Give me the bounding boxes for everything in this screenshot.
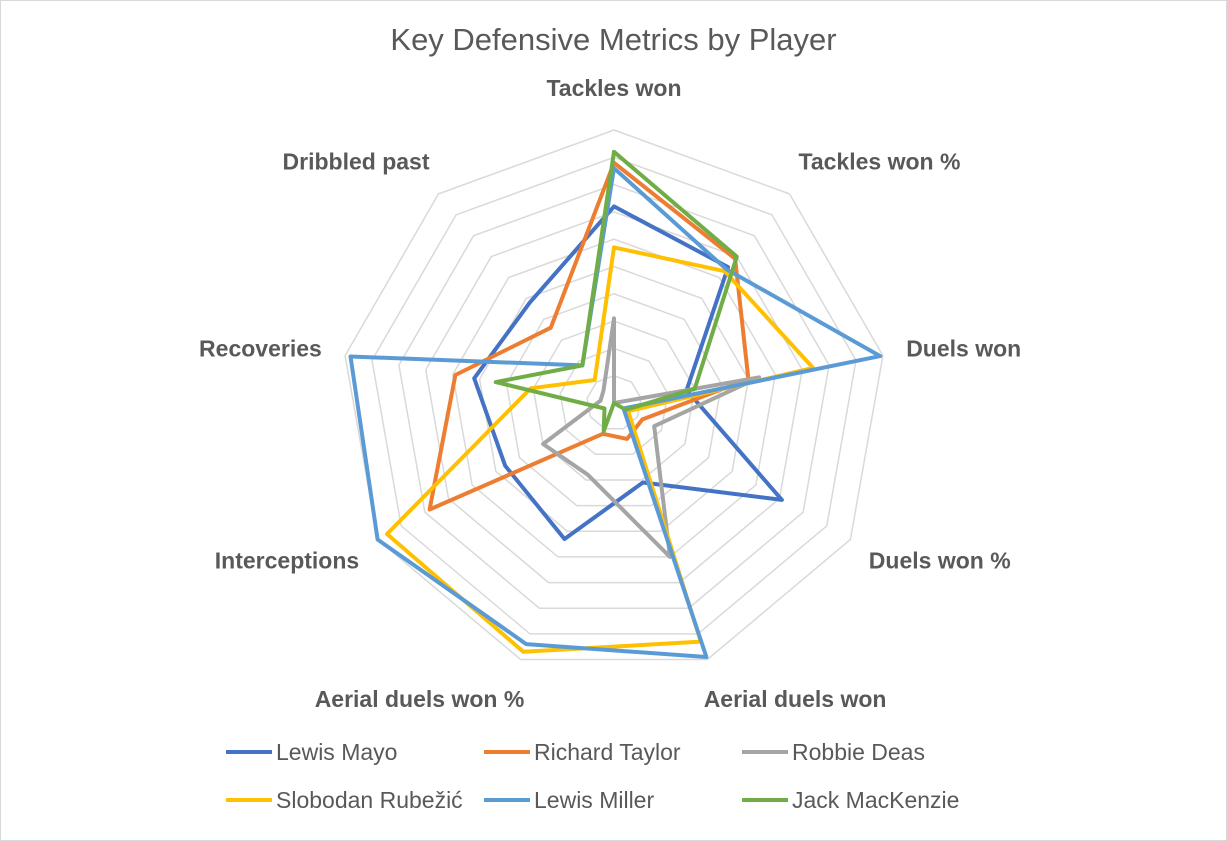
legend-item: Slobodan Rubežić [226,786,484,814]
axis-label: Duels won % [869,548,1011,574]
legend-item: Robbie Deas [742,738,1000,766]
grid-ring [586,374,642,430]
legend-label: Robbie Deas [792,738,925,765]
grid-ring [451,238,777,558]
axis-label: Aerial duels won [704,686,887,712]
series-line-lewis-mayo [472,204,784,541]
axis-label: Tackles won % [799,149,961,175]
axis-label: Interceptions [215,548,359,574]
axis-label: Tackles won [546,75,681,101]
grid-ring [344,129,884,661]
series-line-richard-taylor [427,160,751,512]
axis-label: Aerial duels won % [315,686,525,712]
series-line-lewis-miller [348,166,883,659]
grid-ring [559,347,669,456]
radar-series [348,149,883,659]
grid-ring [398,183,830,609]
legend-label: Jack MacKenzie [792,786,960,813]
axis-label: Duels won [906,335,1021,361]
legend-item: Lewis Mayo [226,738,484,766]
legend-swatch [484,750,530,754]
legend: Lewis Mayo Richard Taylor Robbie Deas Slobo… [226,738,1026,814]
axis-labels: Tackles won Tackles won % Duels won Duels w… [199,75,1021,712]
legend-swatch [742,750,788,754]
legend-swatch [226,798,272,802]
legend-swatch [226,750,272,754]
legend-label: Richard Taylor [534,738,681,765]
legend-label: Lewis Miller [534,786,655,813]
axis-label: Dribbled past [283,149,430,175]
legend-label: Slobodan Rubežić [276,786,463,813]
chart-title: Key Defensive Metrics by Player [390,22,837,57]
series-line-jack-mackenzie [493,149,739,434]
legend-item: Lewis Miller [484,786,742,814]
axis-label: Recoveries [199,335,322,361]
legend-item: Jack MacKenzie [742,786,1000,814]
grid-ring [425,211,803,584]
legend-swatch [742,798,788,802]
series-line-slobodan-rube-i- [385,245,815,654]
legend-item: Richard Taylor [484,738,742,766]
legend-swatch [484,798,530,802]
grid-ring [371,156,857,635]
legend-label: Lewis Mayo [276,738,398,765]
